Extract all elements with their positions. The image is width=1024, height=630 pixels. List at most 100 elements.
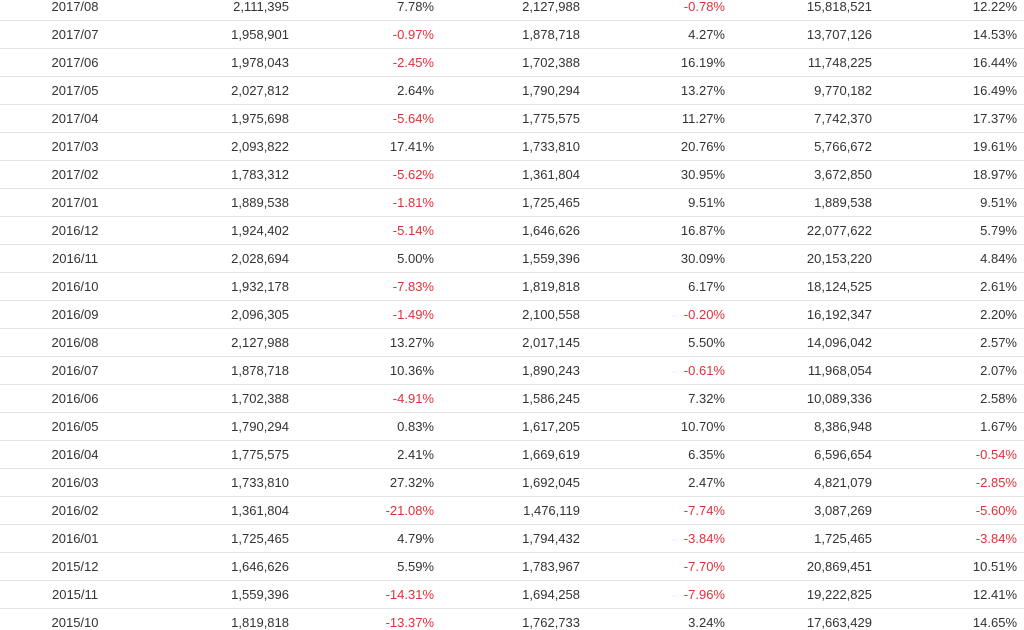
ytd-total-cell: 1,889,538 — [814, 195, 872, 210]
prev-year-value-cell: 1,586,245 — [522, 391, 580, 406]
month-cell: 2015/10 — [51, 615, 99, 630]
ytd-total-cell: 16,192,347 — [806, 307, 872, 322]
yoy-change-cell: 10.70% — [680, 419, 725, 434]
table-row: 2016/12 1,924,402 -5.14% 1,646,626 16.87% 22,… — [0, 217, 1024, 245]
mom-change-cell: -4.91% — [392, 391, 434, 406]
yoy-change-cell: 9.51% — [688, 195, 725, 210]
prev-year-value-cell: 1,733,810 — [522, 139, 580, 154]
ytd-total-cell: 14,096,042 — [806, 335, 872, 350]
value-cell: 1,361,804 — [231, 503, 289, 518]
ytd-total-cell: 10,089,336 — [806, 391, 872, 406]
mom-change-cell: -1.49% — [392, 307, 434, 322]
ytd-change-cell: 18.97% — [972, 167, 1017, 182]
yoy-change-cell: 13.27% — [680, 83, 725, 98]
month-cell: 2017/06 — [51, 55, 99, 70]
mom-change-cell: 5.59% — [397, 559, 434, 574]
yoy-change-cell: 20.76% — [680, 139, 725, 154]
table-row: 2016/04 1,775,575 2.41% 1,669,619 6.35% 6,596… — [0, 441, 1024, 469]
prev-year-value-cell: 1,775,575 — [522, 111, 580, 126]
ytd-total-cell: 4,821,079 — [814, 475, 872, 490]
prev-year-value-cell: 2,100,558 — [522, 307, 580, 322]
ytd-change-cell: 2.57% — [980, 335, 1017, 350]
table-row: 2016/07 1,878,718 10.36% 1,890,243 -0.61% 11,… — [0, 357, 1024, 385]
value-cell: 1,932,178 — [231, 279, 289, 294]
ytd-change-cell: 9.51% — [980, 195, 1017, 210]
table-row: 2016/06 1,702,388 -4.91% 1,586,245 7.32% 10,0… — [0, 385, 1024, 413]
table-row: 2015/11 1,559,396 -14.31% 1,694,258 -7.96% 19… — [0, 581, 1024, 609]
table-row: 2017/07 1,958,901 -0.97% 1,878,718 4.27% 13,7… — [0, 21, 1024, 49]
table-row: 2016/03 1,733,810 27.32% 1,692,045 2.47% 4,82… — [0, 469, 1024, 497]
ytd-total-cell: 22,077,622 — [806, 223, 872, 238]
ytd-change-cell: 1.67% — [980, 419, 1017, 434]
table-row: 2015/10 1,819,818 -13.37% 1,762,733 3.24% 17,… — [0, 609, 1024, 630]
prev-year-value-cell: 1,646,626 — [522, 223, 580, 238]
mom-change-cell: 10.36% — [389, 363, 434, 378]
table-row: 2016/05 1,790,294 0.83% 1,617,205 10.70% 8,38… — [0, 413, 1024, 441]
mom-change-cell: 27.32% — [389, 475, 434, 490]
mom-change-cell: 5.00% — [397, 251, 434, 266]
ytd-change-cell: 14.65% — [972, 615, 1017, 630]
ytd-total-cell: 11,748,225 — [807, 55, 872, 70]
value-cell: 1,783,312 — [231, 167, 289, 182]
prev-year-value-cell: 1,790,294 — [522, 83, 580, 98]
value-cell: 1,733,810 — [231, 475, 289, 490]
ytd-total-cell: 20,869,451 — [806, 559, 872, 574]
yoy-change-cell: 30.95% — [680, 167, 725, 182]
yoy-change-cell: -3.84% — [683, 531, 725, 546]
table-row: 2016/01 1,725,465 4.79% 1,794,432 -3.84% 1,72… — [0, 525, 1024, 553]
prev-year-value-cell: 2,127,988 — [522, 0, 580, 14]
ytd-change-cell: -3.84% — [975, 531, 1017, 546]
mom-change-cell: -21.08% — [385, 503, 434, 518]
ytd-total-cell: 19,222,825 — [806, 587, 872, 602]
mom-change-cell: 17.41% — [389, 139, 434, 154]
ytd-change-cell: 17.37% — [972, 111, 1017, 126]
ytd-total-cell: 8,386,948 — [814, 419, 872, 434]
mom-change-cell: 13.27% — [389, 335, 434, 350]
month-cell: 2016/05 — [51, 419, 99, 434]
ytd-change-cell: 2.58% — [980, 391, 1017, 406]
yoy-change-cell: 30.09% — [680, 251, 725, 266]
ytd-total-cell: 18,124,525 — [806, 279, 872, 294]
table-row: 2016/10 1,932,178 -7.83% 1,819,818 6.17% 18,1… — [0, 273, 1024, 301]
prev-year-value-cell: 1,617,205 — [522, 419, 580, 434]
month-cell: 2016/04 — [51, 447, 99, 462]
table-row: 2017/04 1,975,698 -5.64% 1,775,575 11.27% 7,7… — [0, 105, 1024, 133]
month-cell: 2016/06 — [51, 391, 99, 406]
ytd-change-cell: 4.84% — [980, 251, 1017, 266]
yoy-change-cell: 7.32% — [688, 391, 725, 406]
mom-change-cell: 0.83% — [397, 419, 434, 434]
value-cell: 1,702,388 — [231, 391, 289, 406]
ytd-total-cell: 7,742,370 — [814, 111, 872, 126]
yoy-change-cell: 6.17% — [688, 279, 725, 294]
month-cell: 2015/11 — [51, 587, 99, 602]
yoy-change-cell: -0.20% — [683, 307, 725, 322]
month-cell: 2017/04 — [51, 111, 99, 126]
value-cell: 2,127,988 — [231, 335, 289, 350]
ytd-change-cell: 2.61% — [980, 279, 1017, 294]
ytd-change-cell: 2.07% — [980, 363, 1017, 378]
prev-year-value-cell: 1,878,718 — [522, 27, 580, 42]
ytd-change-cell: 10.51% — [972, 559, 1017, 574]
ytd-total-cell: 1,725,465 — [814, 531, 872, 546]
table-row: 2016/02 1,361,804 -21.08% 1,476,119 -7.74% 3,… — [0, 497, 1024, 525]
value-cell: 1,975,698 — [231, 111, 289, 126]
mom-change-cell: -1.81% — [392, 195, 434, 210]
table-row: 2016/11 2,028,694 5.00% 1,559,396 30.09% 20,1… — [0, 245, 1024, 273]
month-cell: 2016/08 — [51, 335, 99, 350]
yoy-change-cell: -7.70% — [683, 559, 725, 574]
month-cell: 2016/09 — [51, 307, 99, 322]
value-cell: 1,878,718 — [231, 363, 289, 378]
mom-change-cell: 2.41% — [397, 447, 434, 462]
value-cell: 1,889,538 — [231, 195, 289, 210]
ytd-total-cell: 9,770,182 — [814, 83, 872, 98]
mom-change-cell: -13.37% — [385, 615, 434, 630]
ytd-change-cell: -0.54% — [975, 447, 1017, 462]
yoy-change-cell: 4.27% — [688, 27, 725, 42]
mom-change-cell: 2.64% — [397, 83, 434, 98]
value-cell: 1,958,901 — [231, 27, 289, 42]
table-row: 2017/01 1,889,538 -1.81% 1,725,465 9.51% 1,88… — [0, 189, 1024, 217]
table-row: 2017/03 2,093,822 17.41% 1,733,810 20.76% 5,7… — [0, 133, 1024, 161]
month-cell: 2016/10 — [51, 279, 99, 294]
ytd-change-cell: 5.79% — [980, 223, 1017, 238]
